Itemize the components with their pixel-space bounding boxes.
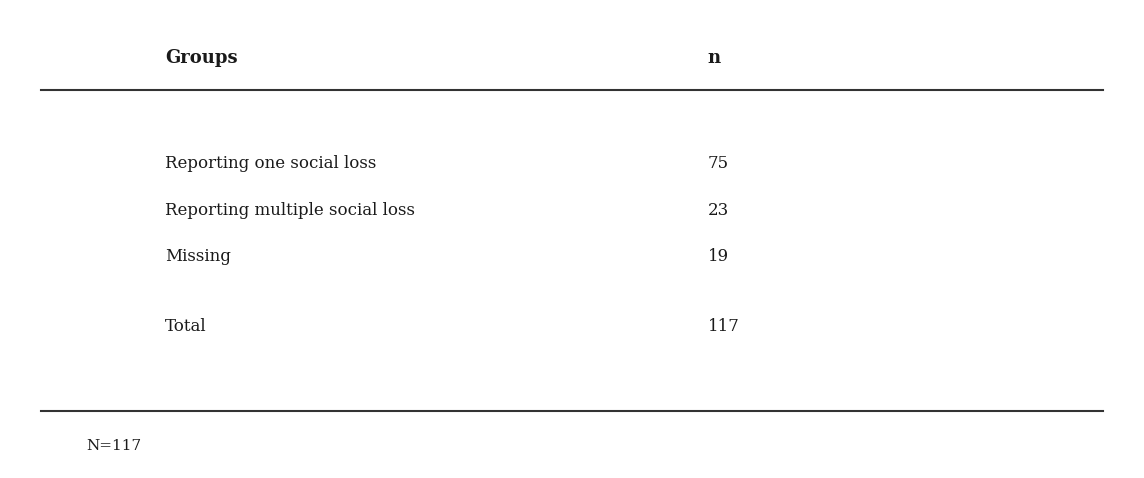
- Text: 117: 117: [708, 318, 739, 335]
- Text: Total: Total: [165, 318, 207, 335]
- Text: n: n: [708, 49, 721, 67]
- Text: Reporting multiple social loss: Reporting multiple social loss: [165, 202, 415, 219]
- Text: Reporting one social loss: Reporting one social loss: [165, 155, 376, 173]
- Text: 19: 19: [708, 248, 729, 265]
- Text: 23: 23: [708, 202, 729, 219]
- Text: Groups: Groups: [165, 49, 238, 67]
- Text: Missing: Missing: [165, 248, 231, 265]
- Text: 75: 75: [708, 155, 729, 173]
- Text: N=117: N=117: [86, 439, 141, 453]
